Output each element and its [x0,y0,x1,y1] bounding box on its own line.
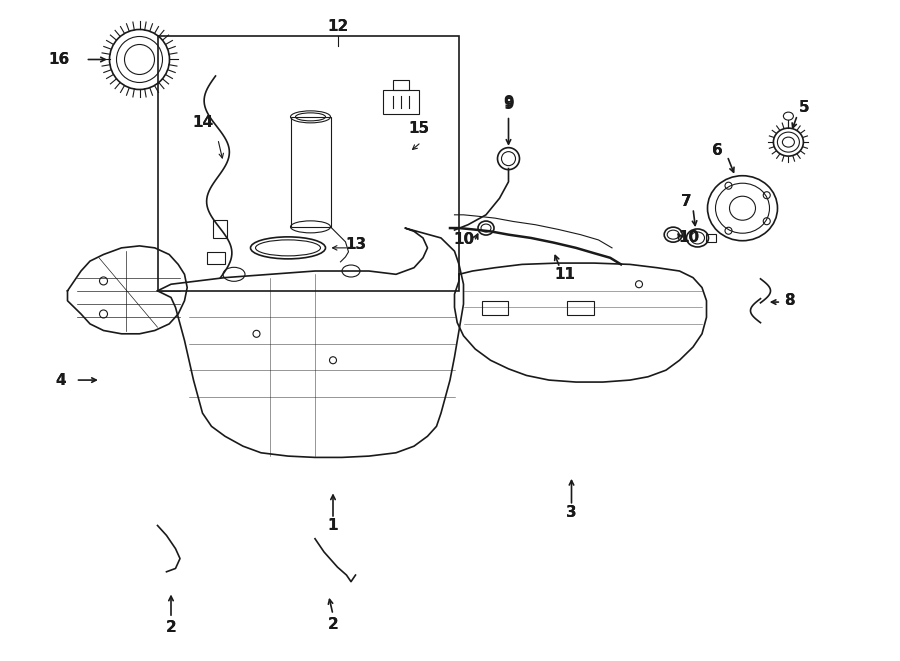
Text: 8: 8 [784,293,795,308]
Text: 7: 7 [681,194,692,209]
Text: 5: 5 [798,100,809,115]
Text: 3: 3 [566,505,577,520]
Text: 2: 2 [166,621,176,635]
Text: 4: 4 [55,373,66,387]
Bar [392,81,409,91]
Bar [207,253,225,264]
Bar [706,234,716,242]
Text: 8: 8 [784,293,795,308]
Text: 11: 11 [554,267,576,282]
Text: 2: 2 [328,617,338,632]
Text: 12: 12 [327,19,348,34]
Bar [158,36,459,291]
Text: 5: 5 [798,100,809,115]
Text: 11: 11 [554,267,576,282]
Bar [213,220,228,238]
Text: 15: 15 [408,122,429,136]
Text: 16: 16 [48,52,69,67]
Text: 14: 14 [192,115,213,130]
Bar [482,301,508,315]
Text: 16: 16 [48,52,69,67]
Text: 10: 10 [453,232,474,247]
Bar [382,91,418,114]
Text: 9: 9 [503,95,514,110]
Text: 10: 10 [678,231,699,245]
Bar [567,301,594,315]
Text: 9: 9 [503,97,514,112]
Text: 1: 1 [328,518,338,533]
Text: 10: 10 [678,231,699,245]
Text: 3: 3 [566,505,577,520]
Text: 2: 2 [328,617,338,632]
Text: 6: 6 [712,143,723,158]
Text: 10: 10 [453,232,474,247]
Text: 1: 1 [328,518,338,533]
Text: 13: 13 [345,237,366,252]
Text: 13: 13 [345,237,366,252]
Text: 4: 4 [55,373,66,387]
Text: 12: 12 [327,19,348,34]
Text: 7: 7 [681,194,692,209]
Text: 2: 2 [166,621,176,635]
Text: 14: 14 [192,115,213,130]
Text: 6: 6 [712,143,723,158]
Text: 15: 15 [408,122,429,136]
Bar [291,117,330,227]
